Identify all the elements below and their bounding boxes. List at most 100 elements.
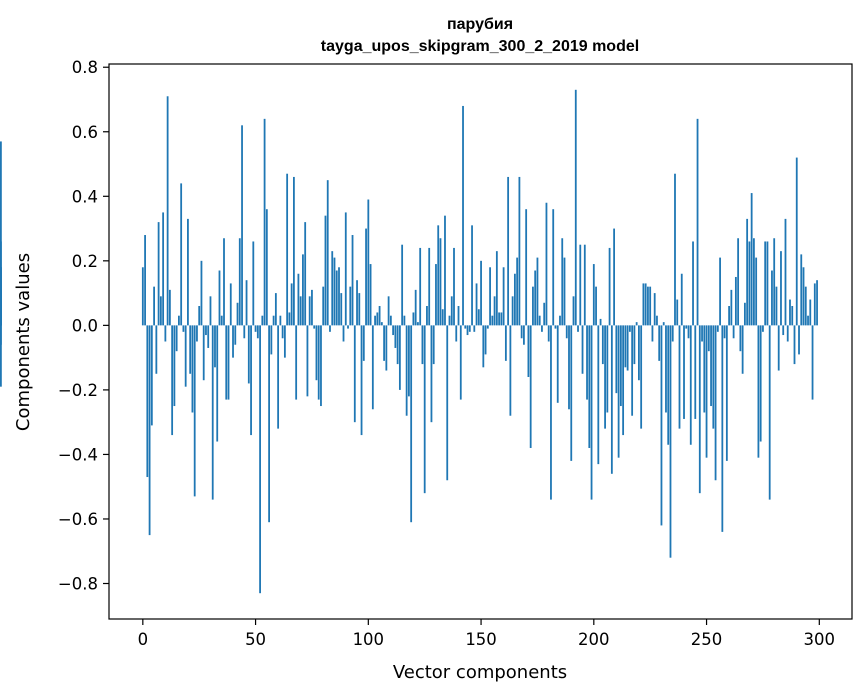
bar-213 — [622, 325, 625, 436]
bar-249 — [703, 325, 706, 413]
bar-254 — [714, 325, 717, 481]
bar-41 — [234, 325, 237, 345]
bar-121 — [414, 289, 417, 326]
bar-38 — [227, 325, 230, 400]
bar-191 — [572, 296, 575, 326]
bar-122 — [417, 322, 419, 326]
bar-285 — [784, 218, 787, 326]
bar-223 — [644, 283, 647, 326]
x-axis-label: Vector components — [393, 662, 567, 683]
bar-292 — [800, 254, 803, 326]
plot-frame — [108, 63, 853, 620]
bar-212 — [619, 325, 622, 407]
bar-102 — [371, 325, 374, 410]
bar-undefined — [0, 325, 2, 345]
bar-31 — [211, 325, 214, 500]
bar-239 — [680, 273, 683, 326]
bar-177 — [541, 325, 543, 332]
y-tick-label: 0.4 — [72, 187, 98, 206]
bar-undefined — [0, 325, 2, 387]
bar-70 — [299, 296, 302, 326]
bar-125 — [423, 325, 426, 494]
bar-203 — [599, 318, 602, 326]
y-tick-label: −0.8 — [58, 575, 98, 594]
bar-104 — [376, 312, 379, 326]
bar-36 — [223, 238, 225, 326]
bar-24 — [196, 325, 198, 342]
bar-211 — [617, 325, 620, 458]
x-tick-label: 100 — [353, 630, 385, 649]
bar-199 — [590, 325, 593, 500]
bar-257 — [721, 325, 724, 532]
bar-95 — [356, 280, 358, 326]
y-tick-label: −0.6 — [58, 510, 98, 529]
bar-197 — [586, 325, 588, 400]
bar-291 — [798, 325, 800, 355]
bar-18 — [182, 325, 185, 332]
bar-164 — [511, 296, 514, 326]
bar-48 — [250, 325, 252, 436]
chart-title: парубия — [447, 16, 513, 33]
bar-33 — [216, 325, 219, 442]
chart-subtitle: tayga_upos_skipgram_300_2_2019 model — [321, 38, 639, 55]
bar-241 — [685, 325, 688, 329]
bar-162 — [507, 176, 510, 326]
bar-113 — [396, 325, 399, 365]
bar-182 — [552, 209, 555, 326]
bar-66 — [290, 283, 293, 326]
bar-99 — [365, 228, 367, 326]
bar-214 — [624, 325, 627, 368]
bar-156 — [493, 296, 496, 326]
bar-34 — [218, 270, 221, 326]
bar-123 — [419, 247, 422, 326]
bar-280 — [773, 238, 776, 326]
bar-134 — [444, 215, 446, 326]
y-axis-ticks: −0.8 −0.6 −0.4 −0.2 0.0 0.2 0.4 0.6 0.8 — [58, 58, 109, 594]
bar-109 — [387, 296, 390, 326]
bar-142 — [462, 105, 464, 326]
bar-128 — [430, 325, 433, 423]
bar-76 — [313, 325, 316, 329]
bar-290 — [795, 157, 798, 326]
bar-80 — [322, 286, 325, 326]
bar-165 — [513, 273, 516, 326]
bar-103 — [374, 315, 376, 326]
bar-179 — [545, 202, 548, 326]
bar-63 — [283, 325, 286, 358]
x-tick-label: 0 — [138, 630, 149, 649]
bar-259 — [725, 325, 728, 461]
bar-210 — [615, 325, 618, 394]
bar-240 — [683, 325, 685, 419]
bar-124 — [421, 325, 424, 365]
bar-6 — [155, 325, 158, 374]
bar-65 — [288, 312, 291, 326]
bar-110 — [389, 315, 392, 326]
x-tick-label: 200 — [578, 630, 610, 649]
bar-15 — [175, 325, 178, 352]
bar-160 — [502, 267, 505, 326]
bar-111 — [392, 325, 395, 336]
bar-283 — [780, 251, 782, 326]
bar-13 — [171, 325, 174, 436]
bar-244 — [692, 241, 694, 326]
bar-106 — [380, 322, 383, 326]
x-tick-label: 250 — [691, 630, 723, 649]
bar-49 — [252, 241, 255, 326]
bar-88 — [340, 293, 343, 326]
bar-245 — [694, 325, 697, 419]
bar-55 — [265, 209, 268, 326]
bar-8 — [159, 296, 162, 326]
y-tick-label: 0.2 — [72, 252, 98, 271]
bar-229 — [658, 325, 661, 361]
bar-247 — [698, 325, 701, 494]
bar-149 — [477, 309, 480, 326]
bar-139 — [455, 325, 458, 342]
bar-115 — [401, 244, 404, 326]
bar-32 — [214, 325, 216, 368]
bar-222 — [642, 283, 645, 326]
bar-287 — [789, 299, 791, 326]
bar-44 — [241, 125, 243, 326]
bar-53 — [261, 315, 264, 326]
y-tick-label: 0.0 — [72, 316, 98, 335]
